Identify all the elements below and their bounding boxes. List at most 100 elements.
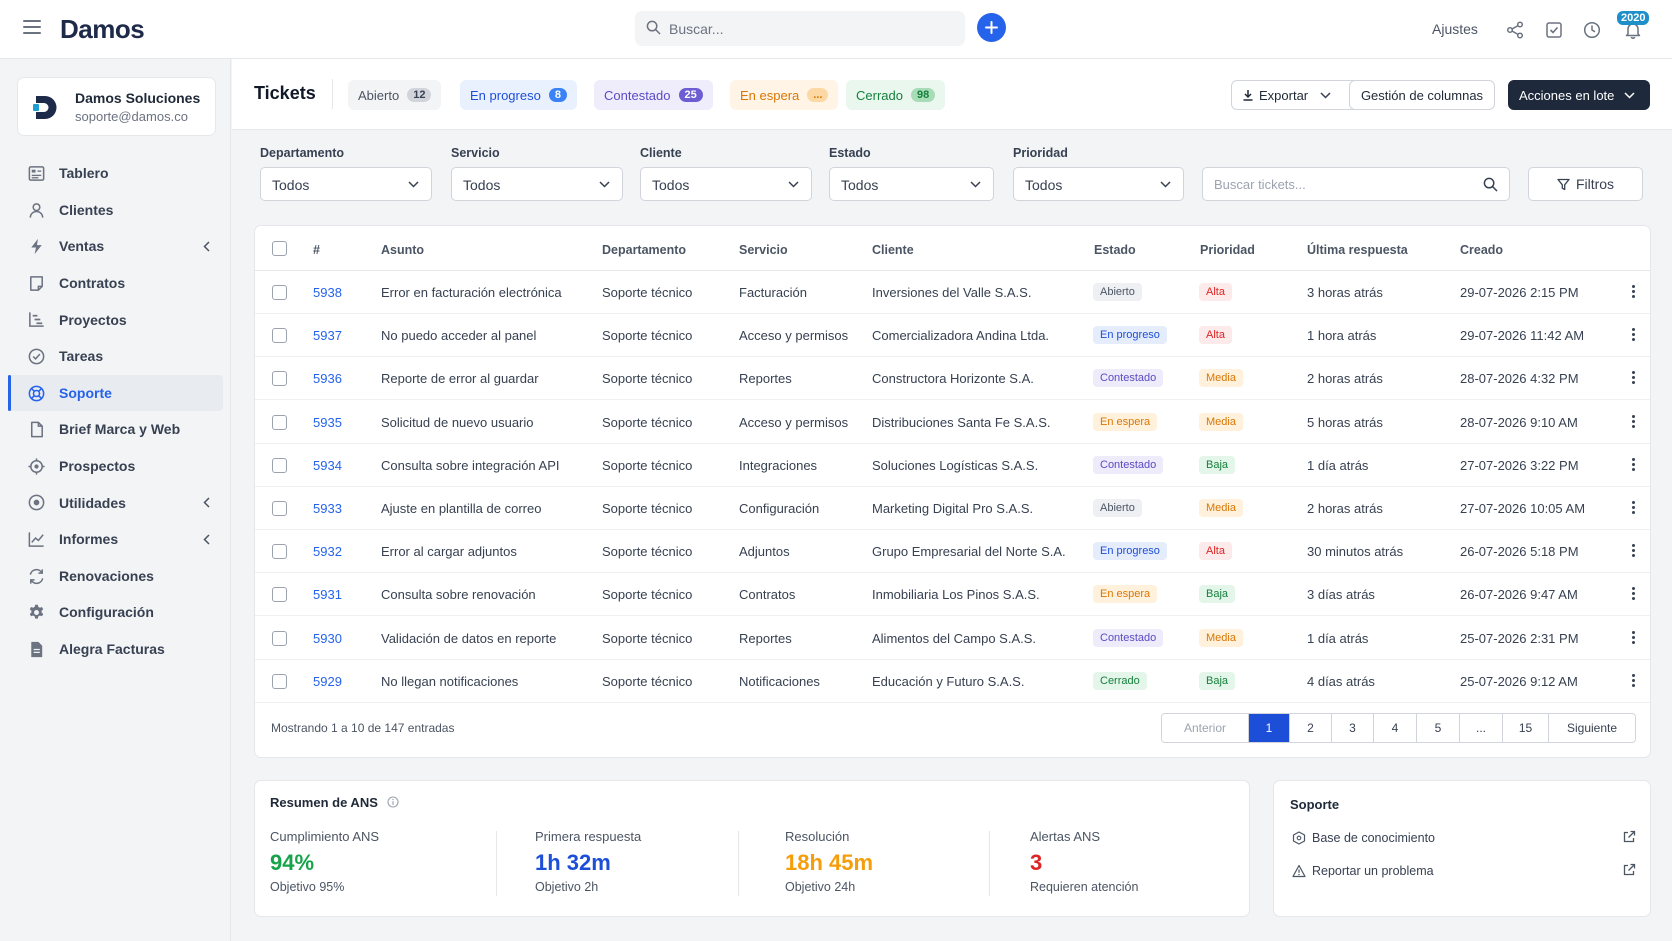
row-actions-icon[interactable]: [1628, 673, 1638, 690]
column-header-client[interactable]: Cliente: [872, 243, 914, 257]
global-search-input[interactable]: [669, 11, 959, 46]
ticket-id-link[interactable]: 5929: [313, 673, 342, 689]
ticket-id-link[interactable]: 5935: [313, 414, 342, 430]
pagination-page-button[interactable]: 2: [1289, 714, 1331, 742]
table-row[interactable]: 5935 Solicitud de nuevo usuario Soporte té…: [255, 401, 1650, 444]
report-problem-link[interactable]: Reportar un problema: [1290, 862, 1636, 882]
company-switcher[interactable]: Damos Soluciones soporte@damos.co: [17, 77, 216, 136]
column-header-subject[interactable]: Asunto: [381, 243, 425, 257]
app-logo[interactable]: Damos: [60, 14, 145, 44]
row-checkbox[interactable]: [272, 587, 287, 603]
ticket-subject[interactable]: No llegan notificaciones: [381, 673, 519, 689]
filter-client-select[interactable]: Todos: [640, 167, 812, 201]
column-header-priority[interactable]: Prioridad: [1200, 243, 1255, 257]
sidebar-item-clientes[interactable]: Clientes: [8, 192, 223, 229]
pagination-page-button[interactable]: 4: [1373, 714, 1416, 742]
column-header-status[interactable]: Estado: [1094, 243, 1136, 257]
filter-department-select[interactable]: Todos: [260, 167, 432, 201]
search-icon[interactable]: [1483, 177, 1498, 192]
ticket-id-link[interactable]: 5930: [313, 630, 342, 646]
sidebar-item-contratos[interactable]: Contratos: [8, 265, 223, 302]
knowledge-base-link[interactable]: Base de conocimiento: [1290, 829, 1636, 849]
ticket-subject[interactable]: Error en facturación electrónica: [381, 285, 562, 300]
ticket-id-link[interactable]: 5933: [313, 501, 342, 516]
row-actions-icon[interactable]: [1628, 544, 1638, 560]
table-row[interactable]: 5933 Ajuste en plantilla de correo Soporte…: [255, 487, 1650, 530]
sidebar-item-ventas[interactable]: Ventas: [8, 228, 223, 265]
ticket-id-link[interactable]: 5931: [313, 587, 342, 603]
sidebar-item-proyectos[interactable]: Proyectos: [8, 301, 223, 338]
column-manager-button[interactable]: Gestión de columnas: [1349, 80, 1495, 110]
sidebar-item-alegra[interactable]: Alegra Facturas: [8, 631, 223, 668]
clock-icon[interactable]: [1582, 20, 1602, 40]
row-actions-icon[interactable]: [1628, 457, 1638, 474]
row-checkbox[interactable]: [272, 414, 287, 430]
ticket-id-link[interactable]: 5936: [313, 371, 342, 387]
row-actions-icon[interactable]: [1628, 587, 1638, 603]
row-actions-icon[interactable]: [1628, 328, 1638, 344]
status-pill-en-espera[interactable]: En espera ...: [730, 80, 839, 110]
bulk-actions-button[interactable]: Acciones en lote: [1508, 80, 1650, 110]
table-row[interactable]: 5936 Reporte de error al guardar Soporte t…: [255, 357, 1650, 401]
table-row[interactable]: 5930 Validación de datos en reporte Soport…: [255, 617, 1650, 660]
table-row[interactable]: 5937 No puedo acceder al panel Soporte téc…: [255, 314, 1650, 358]
row-checkbox[interactable]: [272, 328, 287, 344]
status-pill-en-progreso[interactable]: En progreso 8: [460, 80, 577, 110]
share-icon[interactable]: [1505, 20, 1525, 40]
ticket-subject[interactable]: Consulta sobre renovación: [381, 587, 536, 603]
sidebar-item-renovaciones[interactable]: Renovaciones: [8, 558, 223, 595]
column-header-id[interactable]: #: [313, 243, 320, 257]
row-actions-icon[interactable]: [1628, 501, 1638, 517]
ticket-search-input[interactable]: [1214, 168, 1464, 200]
pagination-next-button[interactable]: Siguiente: [1548, 714, 1635, 742]
filter-status-select[interactable]: Todos: [829, 167, 994, 201]
sidebar-item-tareas[interactable]: Tareas: [8, 338, 223, 375]
row-checkbox[interactable]: [272, 630, 287, 646]
filter-service-select[interactable]: Todos: [451, 167, 623, 201]
row-actions-icon[interactable]: [1628, 371, 1638, 387]
status-pill-abierto[interactable]: Abierto 12: [348, 80, 442, 110]
row-checkbox[interactable]: [272, 673, 287, 689]
row-checkbox[interactable]: [272, 457, 287, 473]
row-actions-icon[interactable]: [1628, 630, 1638, 647]
ticket-id-link[interactable]: 5932: [313, 544, 342, 560]
table-row[interactable]: 5932 Error al cargar adjuntos Soporte técn…: [255, 530, 1650, 574]
checkbox-task-icon[interactable]: [1544, 20, 1564, 40]
pagination-page-button[interactable]: 1: [1248, 714, 1289, 742]
row-checkbox[interactable]: [272, 544, 287, 560]
row-checkbox[interactable]: [272, 501, 287, 516]
ticket-subject[interactable]: Error al cargar adjuntos: [381, 544, 517, 560]
row-checkbox[interactable]: [272, 285, 287, 300]
ticket-id-link[interactable]: 5938: [313, 285, 342, 300]
sidebar-item-tablero[interactable]: Tablero: [8, 155, 223, 192]
ticket-id-link[interactable]: 5934: [313, 457, 342, 473]
ticket-id-link[interactable]: 5937: [313, 328, 342, 344]
row-actions-icon[interactable]: [1628, 414, 1638, 431]
column-header-created[interactable]: Creado: [1460, 243, 1504, 257]
row-checkbox[interactable]: [272, 371, 287, 387]
ticket-subject[interactable]: Validación de datos en reporte: [381, 630, 557, 646]
filter-priority-select[interactable]: Todos: [1013, 167, 1184, 201]
ticket-subject[interactable]: Reporte de error al guardar: [381, 371, 539, 387]
export-button[interactable]: Exportar: [1231, 80, 1365, 110]
settings-link[interactable]: Ajustes: [1432, 21, 1478, 37]
table-row[interactable]: 5929 No llegan notificaciones Soporte técn…: [255, 660, 1650, 703]
pagination-page-button[interactable]: 15: [1502, 714, 1548, 742]
ticket-subject[interactable]: Consulta sobre integración API: [381, 457, 560, 473]
table-row[interactable]: 5934 Consulta sobre integración API Soport…: [255, 444, 1650, 487]
info-icon[interactable]: [386, 796, 399, 808]
status-pill-contestado[interactable]: Contestado 25: [594, 80, 713, 110]
sidebar-item-utilidades[interactable]: Utilidades: [8, 484, 223, 521]
ticket-subject[interactable]: No puedo acceder al panel: [381, 328, 537, 344]
pagination-page-button[interactable]: 5: [1416, 714, 1459, 742]
sidebar-item-prospectos[interactable]: Prospectos: [8, 448, 223, 485]
status-pill-cerrado[interactable]: Cerrado 98: [846, 80, 946, 110]
sidebar-item-soporte[interactable]: Soporte: [8, 374, 223, 412]
menu-icon[interactable]: [23, 20, 41, 34]
quick-add-button[interactable]: [977, 13, 1006, 42]
pagination-page-button[interactable]: 3: [1331, 714, 1373, 742]
column-header-department[interactable]: Departamento: [602, 243, 687, 257]
column-header-service[interactable]: Servicio: [739, 243, 788, 257]
sidebar-item-informes[interactable]: Informes: [8, 521, 223, 558]
column-header-last-response[interactable]: Última respuesta: [1307, 243, 1408, 257]
